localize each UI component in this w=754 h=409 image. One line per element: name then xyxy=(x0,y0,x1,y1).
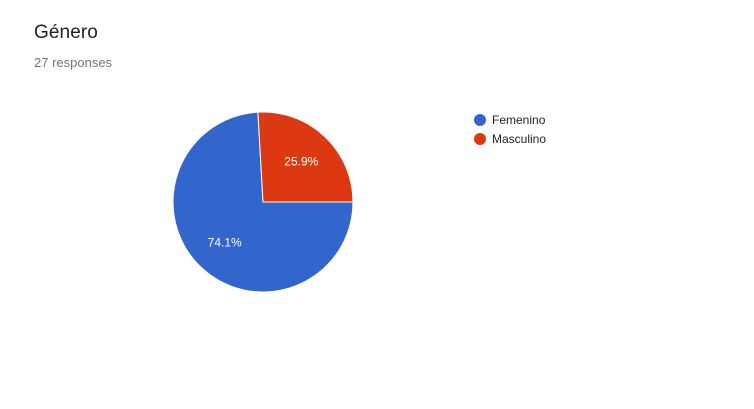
pie-slice-masculino[interactable] xyxy=(257,111,354,203)
pie-label-femenino: 74.1% xyxy=(208,236,242,250)
pie-label-masculino: 25.9% xyxy=(284,154,318,168)
response-count: 27 responses xyxy=(34,55,113,70)
legend-label-femenino: Femenino xyxy=(492,112,546,127)
legend-label-masculino: Masculino xyxy=(492,131,547,146)
legend-item-femenino[interactable]: Femenino xyxy=(474,110,546,129)
question-title: Género xyxy=(34,22,98,43)
chart-legend: Femenino Masculino xyxy=(474,110,546,148)
legend-item-masculino[interactable]: Masculino xyxy=(474,129,546,148)
legend-swatch-femenino xyxy=(474,113,486,126)
legend-swatch-masculino xyxy=(474,132,486,145)
